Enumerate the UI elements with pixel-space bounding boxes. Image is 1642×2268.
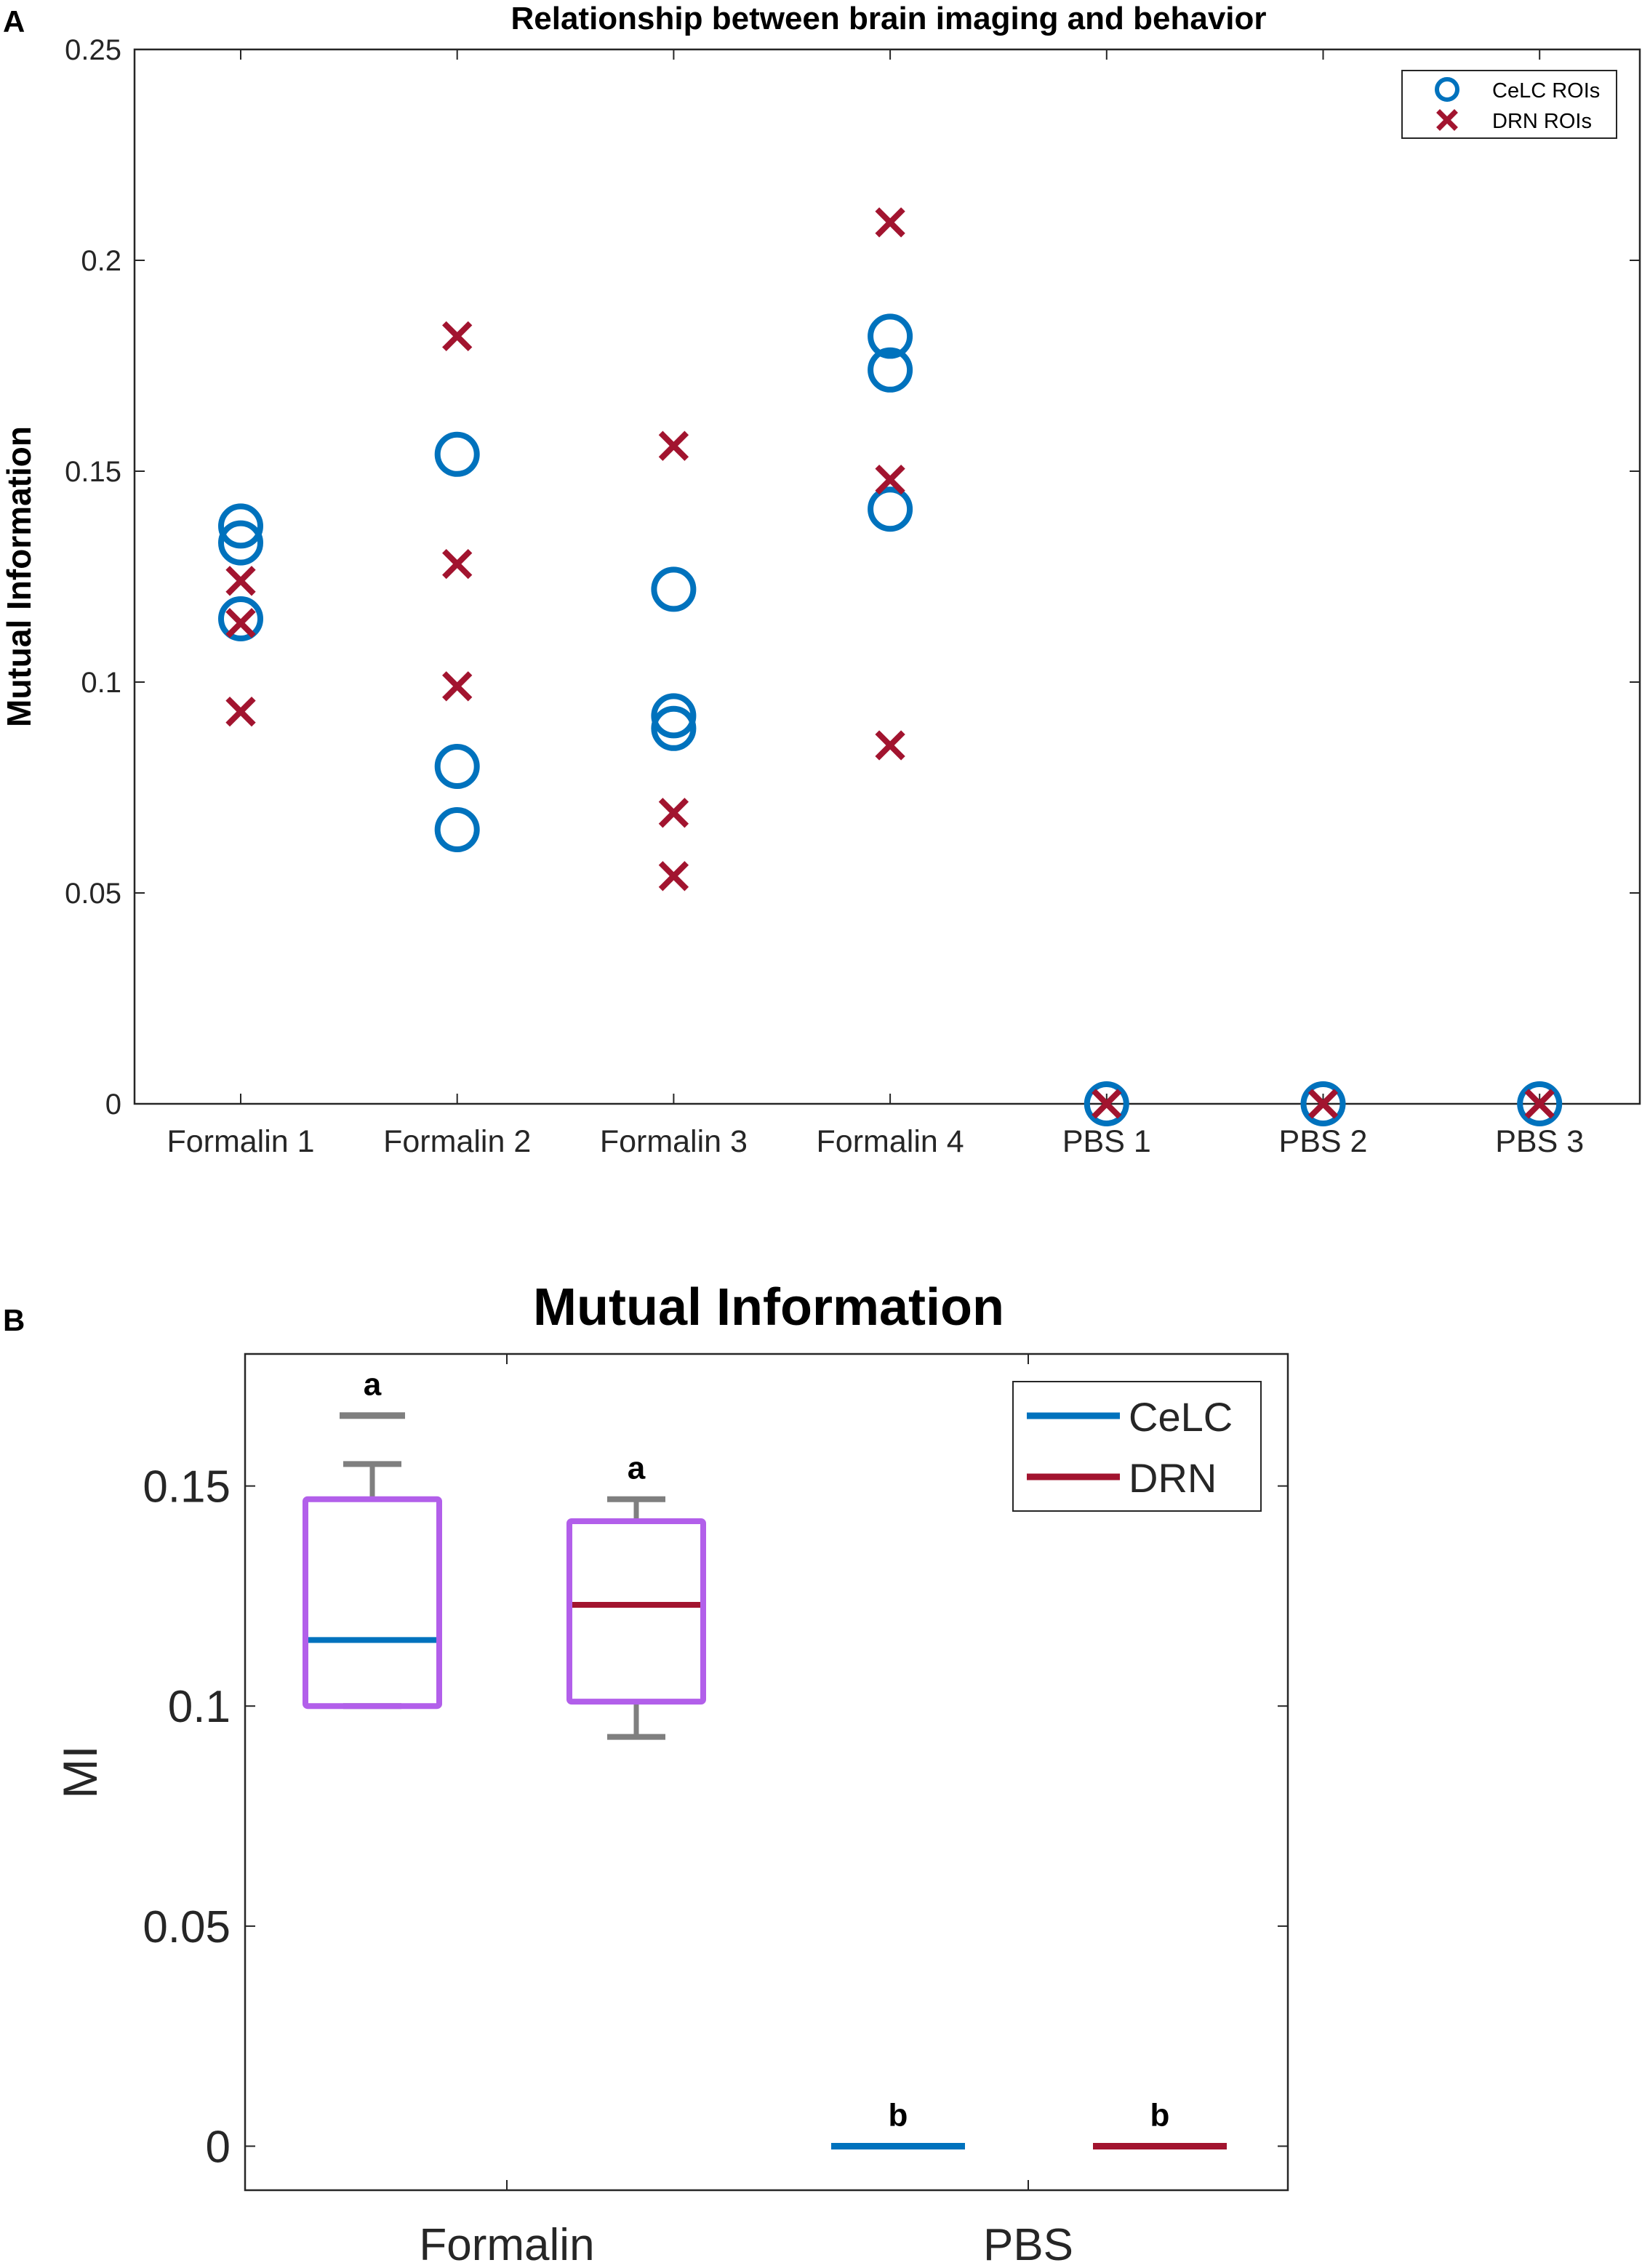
box-formalin-celc: a [303, 1367, 442, 1710]
drn-roi-point-stroke [875, 730, 905, 761]
panel-b-boxes: a a b b [303, 1367, 1227, 2149]
panel-a-y-label: Mutual Information [0, 426, 38, 727]
celc-roi-point [218, 520, 263, 566]
drn-roi-point-stroke [225, 608, 256, 638]
panel-b-title: Mutual Information [533, 1278, 1004, 1337]
y-tick-label: 0.15 [143, 1462, 231, 1512]
panel-a-plot-area [133, 48, 1641, 1105]
drn-roi-point [442, 321, 473, 352]
y-tick-label: 0 [105, 1089, 121, 1121]
celc-roi-point [651, 566, 697, 612]
y-tick-label: 0.05 [65, 878, 121, 910]
y-tick-label: 0 [206, 2122, 231, 2172]
y-tick-label: 0.25 [65, 34, 121, 66]
panel-b: B Mutual Information 0 0.05 0.1 0.15 Formal… [3, 1278, 1289, 2268]
panel-a-markers [218, 207, 1563, 1126]
panel-a-label: A [3, 4, 25, 39]
y-tick-label: 0.05 [143, 1902, 231, 1952]
drn-roi-point-stroke [442, 321, 473, 352]
drn-roi-point [658, 861, 689, 891]
drn-roi-point-stroke [442, 548, 473, 580]
drn-roi-point-stroke [1307, 1089, 1339, 1119]
drn-roi-point [225, 566, 256, 596]
box-pbs-celc: b [831, 2097, 965, 2149]
box-formalin-drn: a [566, 1451, 706, 1740]
x-tick-label: PBS 1 [1062, 1124, 1151, 1159]
legend-drn-label: DRN ROIs [1492, 110, 1592, 133]
legend-drn-text: DRN [1129, 1455, 1217, 1501]
x-tick-label: Formalin 1 [167, 1124, 314, 1159]
drn-roi-point-stroke [875, 207, 905, 238]
significance-letter: a [628, 1451, 646, 1486]
drn-roi-point [1092, 1089, 1122, 1119]
legend-drn-marker [1436, 109, 1458, 131]
panel-b-legend-box [1012, 1381, 1262, 1512]
celc-roi-point [868, 347, 913, 393]
celc-roi-point [218, 503, 263, 549]
drn-roi-point-stroke [875, 464, 905, 495]
significance-letter: b [889, 2097, 908, 2133]
panel-a-legend: CeLC ROIs DRN ROIs [1401, 70, 1617, 139]
panel-a-title: Relationship between brain imaging and b… [510, 1, 1266, 36]
x-tick-label: PBS 3 [1495, 1124, 1584, 1159]
celc-roi-point [218, 596, 263, 641]
panel-b-legend: CeLC DRN [1012, 1381, 1262, 1512]
iqr-box [303, 1496, 442, 1710]
drn-roi-point [875, 207, 905, 238]
drn-roi-point [442, 671, 473, 702]
significance-letter: b [1150, 2097, 1170, 2133]
celc-roi-point [651, 693, 697, 739]
celc-roi-point [434, 431, 480, 477]
y-tick-label: 0.15 [65, 456, 121, 488]
y-tick-label: 0.1 [81, 667, 121, 699]
drn-roi-point-stroke [442, 671, 473, 702]
x-tick-label: Formalin 3 [600, 1124, 748, 1159]
celc-roi-point [651, 705, 697, 751]
panel-b-label: B [3, 1303, 25, 1337]
box-pbs-drn: b [1093, 2097, 1227, 2149]
celc-roi-point [1084, 1081, 1129, 1126]
significance-letter: a [364, 1367, 382, 1403]
panel-a-x-axis: Formalin 1 Formalin 2 Formalin 3 Formalin 4… [167, 49, 1584, 1159]
drn-roi-point [875, 464, 905, 495]
drn-roi-point [875, 730, 905, 761]
panel-b-y-axis: 0 0.05 0.1 0.15 [143, 1462, 1288, 2172]
drn-roi-point-stroke [658, 861, 689, 891]
celc-roi-point [434, 744, 480, 789]
panel-b-y-label: MI [53, 1745, 107, 1798]
x-tick-label: Formalin [419, 2220, 594, 2268]
drn-roi-point-stroke [658, 430, 689, 461]
iqr-box [566, 1518, 706, 1705]
drn-roi-point-stroke [225, 566, 256, 596]
celc-roi-point [868, 313, 913, 359]
drn-roi-point [1307, 1089, 1339, 1119]
drn-roi-point [225, 696, 256, 727]
drn-roi-point [1524, 1089, 1555, 1119]
drn-roi-point [658, 430, 689, 461]
celc-roi-point [868, 486, 913, 532]
x-tick-label: Formalin 4 [817, 1124, 964, 1159]
drn-roi-point [442, 548, 473, 580]
drn-roi-point [225, 608, 256, 638]
x-tick-label: PBS [983, 2220, 1073, 2268]
legend-celc-marker [1435, 77, 1459, 102]
y-tick-label: 0.1 [168, 1682, 231, 1732]
drn-roi-point-stroke [225, 696, 256, 727]
drn-roi-point-stroke [1092, 1089, 1122, 1119]
x-tick-label: Formalin 2 [383, 1124, 531, 1159]
celc-roi-point [1517, 1081, 1563, 1126]
drn-roi-point-stroke [1524, 1089, 1555, 1119]
celc-roi-point [434, 807, 480, 852]
drn-roi-point-stroke [658, 798, 689, 828]
y-tick-label: 0.2 [81, 245, 121, 277]
panel-a-y-axis: 0 0.05 0.1 0.15 0.2 0.25 [65, 34, 1640, 1121]
legend-celc-text: CeLC [1129, 1394, 1233, 1440]
panel-a: A Relationship between brain imaging and… [0, 1, 1641, 1159]
x-tick-label: PBS 2 [1279, 1124, 1368, 1159]
celc-roi-point [1300, 1081, 1346, 1126]
drn-roi-point [658, 798, 689, 828]
panel-b-x-axis: Formalin PBS [419, 1354, 1073, 2268]
legend-celc-label: CeLC ROIs [1492, 79, 1600, 103]
